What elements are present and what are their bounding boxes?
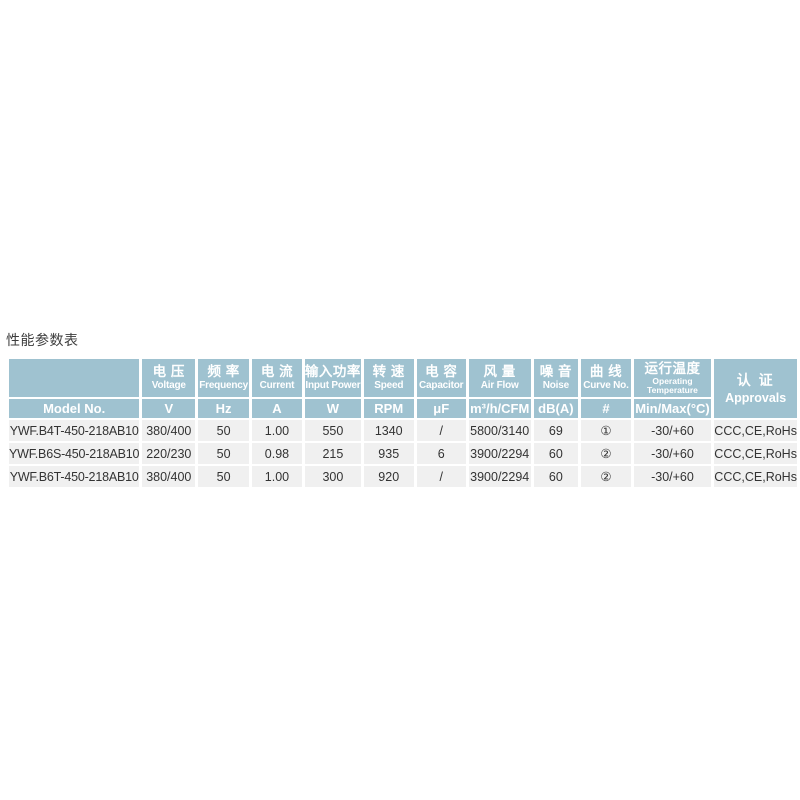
page-title: 性能参数表: [6, 332, 79, 348]
col-header-current-en: Current: [259, 380, 295, 391]
cell-approvals: CCC,CE,RoHs: [714, 420, 797, 441]
cell-model: YWF.B6S-450-218AB10: [9, 443, 140, 464]
unit-operating-temperature: Min/Max(°C): [633, 399, 712, 418]
col-header-voltage-en: Voltage: [151, 380, 186, 391]
unit-voltage: V: [142, 399, 196, 418]
cell-frequency: 50: [198, 466, 249, 487]
col-header-capacitor-en: Capacitor: [419, 380, 464, 391]
model-no-header: Model No.: [9, 399, 140, 418]
cell-air-flow: 3900/2294: [468, 443, 531, 464]
col-header-frequency-cn: 频 率: [207, 364, 240, 379]
col-header-noise: 噪 音 Noise: [533, 359, 579, 397]
col-header-operating-temperature-en2: Temperature: [647, 385, 698, 395]
col-header-noise-cn: 噪 音: [539, 364, 572, 379]
col-header-noise-en: Noise: [542, 380, 569, 391]
cell-approvals: CCC,CE,RoHs: [714, 443, 797, 464]
cell-capacitor: /: [416, 420, 466, 441]
col-header-air-flow-en: Air Flow: [480, 380, 519, 391]
col-header-frequency-en: Frequency: [199, 380, 248, 391]
cell-noise: 60: [533, 466, 579, 487]
cell-model: YWF.B4T-450-218AB10: [9, 420, 140, 441]
cell-curve-no: ②: [581, 443, 631, 464]
cell-voltage: 380/400: [142, 466, 196, 487]
unit-curve-no: #: [581, 399, 631, 418]
col-header-curve-no-cn: 曲 线: [589, 364, 623, 379]
cell-capacitor: /: [416, 466, 466, 487]
cell-air-flow: 3900/2294: [468, 466, 531, 487]
col-header-input-power-cn: 输入功率: [304, 364, 361, 379]
cell-model: YWF.B6T-450-218AB10: [9, 466, 140, 487]
cell-operating-temperature: -30/+60: [633, 466, 712, 487]
cell-speed: 935: [363, 443, 414, 464]
cell-voltage: 380/400: [142, 420, 196, 441]
cell-capacitor: 6: [416, 443, 466, 464]
cell-speed: 920: [363, 466, 414, 487]
table-row: YWF.B6S-450-218AB10 220/230 50 0.98 215 …: [9, 443, 797, 464]
col-header-operating-temperature-cn: 运行温度: [644, 361, 701, 376]
col-header-current: 电 流 Current: [251, 359, 302, 397]
cell-input-power: 550: [304, 420, 361, 441]
col-header-speed-cn: 转 速: [372, 364, 405, 379]
cell-noise: 69: [533, 420, 579, 441]
col-header-air-flow-cn: 风 量: [483, 364, 516, 379]
model-header-spacer: [9, 359, 140, 397]
cell-operating-temperature: -30/+60: [633, 443, 712, 464]
unit-speed: RPM: [363, 399, 414, 418]
unit-frequency: Hz: [198, 399, 249, 418]
col-header-approvals-en: Approvals: [725, 391, 787, 405]
cell-current: 1.00: [251, 420, 302, 441]
cell-voltage: 220/230: [142, 443, 196, 464]
col-header-frequency: 频 率 Frequency: [198, 359, 249, 397]
unit-current: A: [251, 399, 302, 418]
col-header-speed: 转 速 Speed: [363, 359, 414, 397]
col-header-operating-temperature-en1: Operating: [652, 376, 693, 386]
header-group-row: 电 压 Voltage 频 率 Frequency 电 流 Current 输入…: [9, 359, 797, 418]
cell-curve-no: ②: [581, 466, 631, 487]
cell-noise: 60: [533, 443, 579, 464]
unit-input-power: W: [304, 399, 361, 418]
cell-curve-no: ①: [581, 420, 631, 441]
col-header-speed-en: Speed: [374, 380, 404, 391]
unit-capacitor: μF: [416, 399, 466, 418]
col-header-current-cn: 电 流: [260, 364, 294, 379]
cell-current: 1.00: [251, 466, 302, 487]
col-header-air-flow: 风 量 Air Flow: [468, 359, 531, 397]
col-header-approvals-cn: 认 证: [736, 372, 775, 388]
cell-input-power: 215: [304, 443, 361, 464]
spec-table: 电 压 Voltage 频 率 Frequency 电 流 Current 输入…: [6, 357, 800, 489]
col-header-capacitor-cn: 电 容: [425, 364, 458, 379]
cell-frequency: 50: [198, 443, 249, 464]
cell-speed: 1340: [363, 420, 414, 441]
col-header-input-power-en: Input Power: [305, 380, 361, 391]
cell-approvals: CCC,CE,RoHs: [714, 466, 797, 487]
table-row: YWF.B4T-450-218AB10 380/400 50 1.00 550 …: [9, 420, 797, 441]
col-header-input-power: 输入功率 Input Power: [304, 359, 361, 397]
col-header-voltage-cn: 电 压: [152, 364, 185, 379]
col-header-curve-no: 曲 线 Curve No.: [581, 359, 631, 397]
cell-input-power: 300: [304, 466, 361, 487]
cell-current: 0.98: [251, 443, 302, 464]
col-header-voltage: 电 压 Voltage: [142, 359, 196, 397]
col-header-capacitor: 电 容 Capacitor: [416, 359, 466, 397]
header-unit-row: Model No. V Hz A W RPM μF m³/h/CFM dB(A)…: [9, 399, 797, 418]
cell-air-flow: 5800/3140: [468, 420, 531, 441]
table-row: YWF.B6T-450-218AB10 380/400 50 1.00 300 …: [9, 466, 797, 487]
cell-frequency: 50: [198, 420, 249, 441]
unit-noise: dB(A): [533, 399, 579, 418]
col-header-operating-temperature: 运行温度 Operating Temperature: [633, 359, 712, 397]
col-header-approvals: 认 证 Approvals: [714, 359, 797, 418]
cell-operating-temperature: -30/+60: [633, 420, 712, 441]
unit-air-flow: m³/h/CFM: [468, 399, 531, 418]
col-header-curve-no-en: Curve No.: [583, 380, 629, 391]
